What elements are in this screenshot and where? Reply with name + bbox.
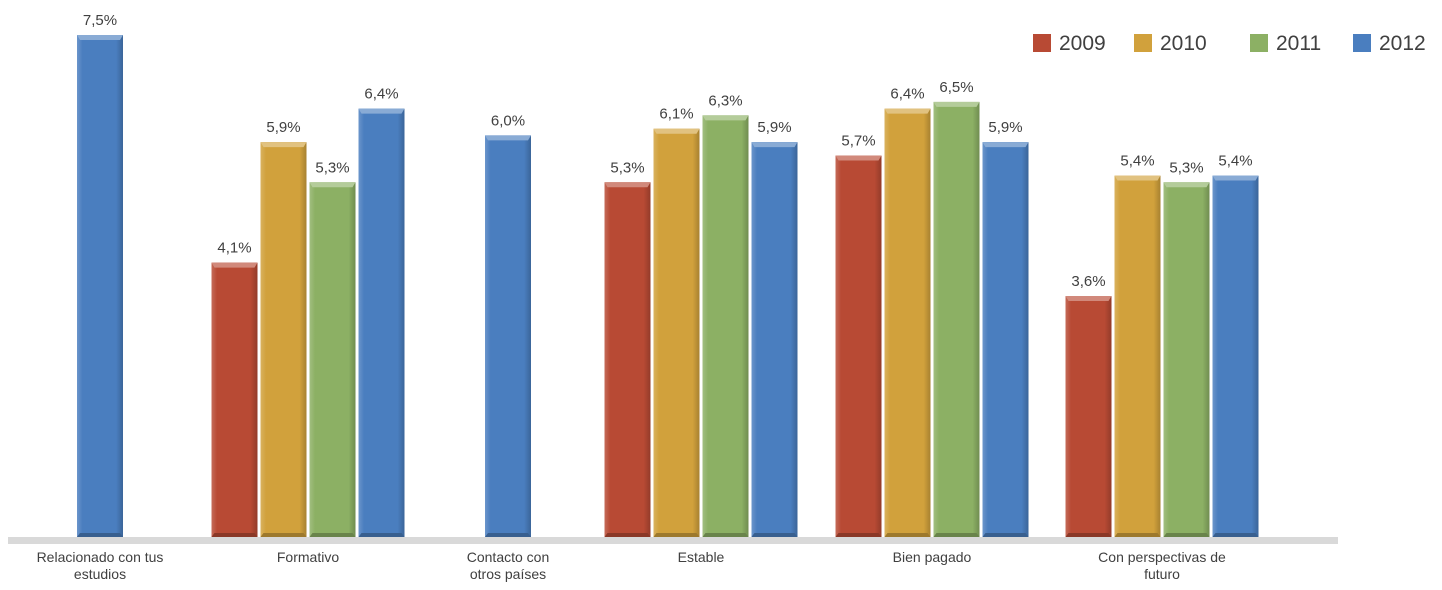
- data-label-2010-4: 6,4%: [890, 86, 924, 103]
- data-label-2009-4: 5,7%: [841, 132, 875, 149]
- bar-2012-2: [485, 135, 531, 537]
- bar-2012-4: [982, 142, 1029, 538]
- legend-item-2010: 2010: [1134, 32, 1207, 55]
- data-label-2012-5: 5,4%: [1218, 153, 1252, 170]
- legend-swatch: [1250, 34, 1268, 52]
- data-label-2012-4: 5,9%: [988, 119, 1022, 136]
- bar-2009-1: [211, 262, 258, 537]
- category-label-0: Relacionado con tus estudios: [37, 549, 164, 582]
- bar-2012-5: [1212, 175, 1259, 537]
- legend-swatch: [1033, 34, 1051, 52]
- legend-swatch: [1134, 34, 1152, 52]
- data-label-2009-1: 4,1%: [217, 240, 251, 257]
- legend-swatch: [1353, 34, 1371, 52]
- legend-item-2012: 2012: [1353, 32, 1426, 55]
- legend-label: 2012: [1379, 32, 1426, 55]
- category-label-5: Con perspectivas de futuro: [1098, 549, 1226, 582]
- legend-label: 2010: [1160, 32, 1207, 55]
- data-label-2011-1: 5,3%: [315, 159, 349, 176]
- category-label-4: Bien pagado: [893, 549, 972, 565]
- data-label-2010-5: 5,4%: [1120, 153, 1154, 170]
- bar-2010-4: [884, 108, 931, 538]
- data-label-2010-3: 6,1%: [659, 106, 693, 123]
- bar-2009-3: [604, 182, 651, 537]
- data-label-2009-3: 5,3%: [610, 159, 644, 176]
- data-label-2009-5: 3,6%: [1071, 273, 1105, 290]
- data-label-2011-3: 6,3%: [708, 92, 742, 109]
- bar-2009-4: [835, 155, 882, 538]
- data-label-2012-0: 7,5%: [83, 12, 117, 29]
- data-label-2012-2: 6,0%: [491, 112, 525, 129]
- bar-2010-5: [1114, 175, 1161, 537]
- bar-2012-1: [358, 108, 405, 538]
- bar-2011-4: [933, 101, 980, 537]
- legend-label: 2011: [1276, 32, 1321, 55]
- bar-2012-3: [751, 142, 798, 538]
- bar-2009-5: [1065, 296, 1112, 537]
- category-label-3: Estable: [678, 549, 725, 565]
- data-label-2011-4: 6,5%: [939, 79, 973, 96]
- data-label-2011-5: 5,3%: [1169, 159, 1203, 176]
- bar-2010-3: [653, 128, 700, 537]
- bar-2010-1: [260, 142, 307, 538]
- baseline-floor: [8, 537, 1338, 544]
- legend-item-2009: 2009: [1033, 32, 1106, 55]
- data-label-2010-1: 5,9%: [266, 119, 300, 136]
- bar-2011-1: [309, 182, 356, 537]
- bar-2012-0: [77, 35, 123, 537]
- category-label-1: Formativo: [277, 549, 339, 565]
- data-label-2012-3: 5,9%: [757, 119, 791, 136]
- category-label-2: Contacto con otros países: [467, 549, 550, 582]
- data-label-2012-1: 6,4%: [364, 86, 398, 103]
- legend-label: 2009: [1059, 32, 1106, 55]
- bar-2011-5: [1163, 182, 1210, 537]
- legend-item-2011: 2011: [1250, 32, 1321, 55]
- bar-2011-3: [702, 115, 749, 537]
